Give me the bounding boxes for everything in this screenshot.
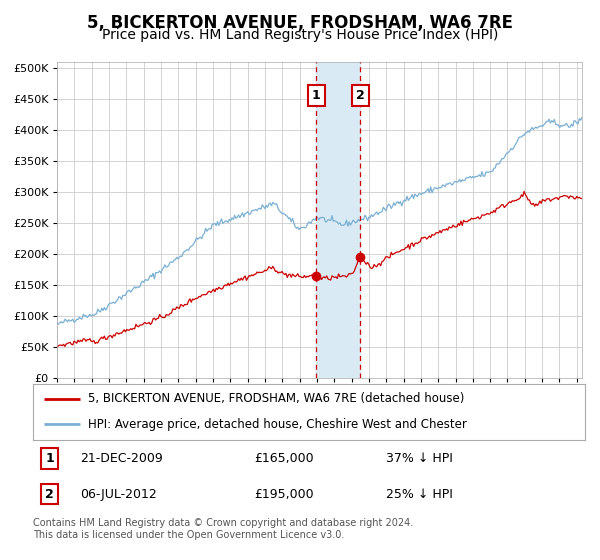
Text: 5, BICKERTON AVENUE, FRODSHAM, WA6 7RE: 5, BICKERTON AVENUE, FRODSHAM, WA6 7RE (87, 14, 513, 32)
Text: £165,000: £165,000 (254, 452, 313, 465)
Text: £195,000: £195,000 (254, 488, 313, 501)
Text: HPI: Average price, detached house, Cheshire West and Chester: HPI: Average price, detached house, Ches… (88, 418, 467, 431)
Text: Price paid vs. HM Land Registry's House Price Index (HPI): Price paid vs. HM Land Registry's House … (102, 28, 498, 42)
Text: 2: 2 (356, 89, 365, 102)
Text: 25% ↓ HPI: 25% ↓ HPI (386, 488, 453, 501)
Text: 06-JUL-2012: 06-JUL-2012 (80, 488, 157, 501)
Text: 5, BICKERTON AVENUE, FRODSHAM, WA6 7RE (detached house): 5, BICKERTON AVENUE, FRODSHAM, WA6 7RE (… (88, 392, 464, 405)
Text: 1: 1 (45, 452, 54, 465)
Text: 1: 1 (312, 89, 321, 102)
Text: 37% ↓ HPI: 37% ↓ HPI (386, 452, 453, 465)
Text: 2: 2 (45, 488, 54, 501)
Text: 21-DEC-2009: 21-DEC-2009 (80, 452, 163, 465)
Text: Contains HM Land Registry data © Crown copyright and database right 2024.
This d: Contains HM Land Registry data © Crown c… (33, 518, 413, 540)
Bar (316, 62, 361, 378)
